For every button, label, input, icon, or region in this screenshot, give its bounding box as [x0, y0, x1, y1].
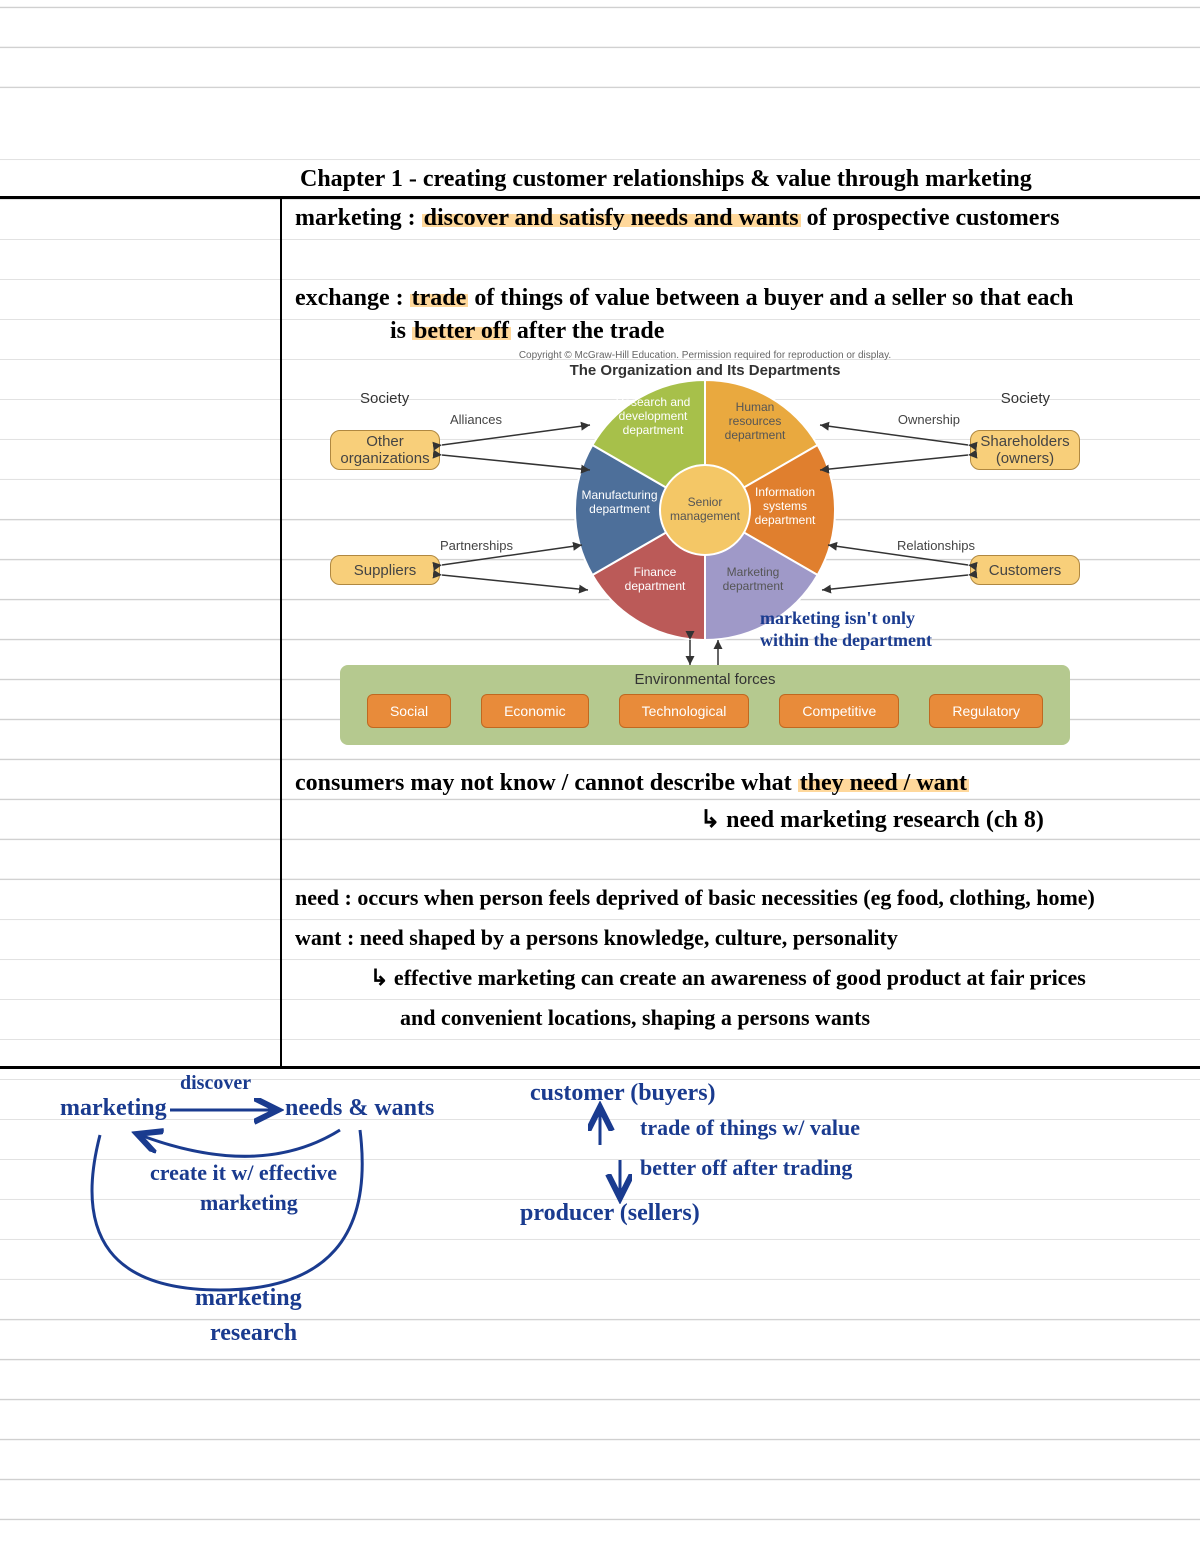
marketing-pre: marketing : [295, 205, 422, 231]
exchange2-pre: is [390, 318, 412, 344]
exchange-hl1: trade [410, 285, 469, 311]
env-title: Environmental forces [635, 671, 776, 688]
rel-ownership: Ownership [898, 412, 960, 427]
exchange-line2: is better off after the trade [390, 318, 664, 345]
env-regulatory: Regulatory [929, 694, 1043, 728]
box-suppliers: Suppliers [330, 555, 440, 585]
want-line: want : need shaped by a persons knowledg… [295, 925, 898, 951]
label-center: Senior management [665, 495, 745, 523]
chapter-title: Chapter 1 - creating customer relationsh… [300, 166, 1032, 193]
consumers-line: consumers may not know / cannot describe… [295, 770, 969, 797]
org-diagram: Copyright © McGraw-Hill Education. Permi… [320, 350, 1090, 750]
rel-partnerships: Partnerships [440, 538, 513, 553]
label-marketing: Marketing department [708, 565, 798, 593]
exchange2-post: after the trade [511, 318, 665, 344]
label-info: Information systems department [740, 485, 830, 527]
exchange2-hl: better off [412, 318, 511, 344]
label-hr: Human resources department [710, 400, 800, 442]
exchange-mid: of things of value between a buyer and a… [468, 285, 1073, 311]
need-line: need : occurs when person feels deprived… [295, 885, 1095, 911]
consumers-pre: consumers may not know / cannot describe… [295, 770, 798, 796]
label-research: Research and development department [608, 395, 698, 437]
env-competitive: Competitive [779, 694, 899, 728]
want-sub1: ↳ effective marketing can create an awar… [370, 965, 1086, 991]
env-forces-box: Environmental forces Social Economic Tec… [340, 665, 1070, 745]
diagram-copyright: Copyright © McGraw-Hill Education. Permi… [320, 350, 1090, 361]
annotation-1: marketing isn't only [760, 608, 915, 629]
marketing-post: of prospective customers [801, 205, 1060, 231]
annotation-2: within the department [760, 630, 932, 651]
rel-alliances: Alliances [450, 412, 502, 427]
rule-top [0, 196, 1200, 199]
marketing-hl: discover and satisfy needs and wants [422, 205, 801, 231]
exchange-pre: exchange : [295, 285, 410, 311]
label-finance: Finance department [610, 565, 700, 593]
env-tech: Technological [619, 694, 750, 728]
society-left: Society [360, 390, 409, 407]
sketch-right-arrows [560, 1090, 760, 1250]
rel-relationships: Relationships [897, 538, 975, 553]
env-economic: Economic [481, 694, 588, 728]
society-right: Society [1001, 390, 1050, 407]
env-row: Social Economic Technological Competitiv… [367, 694, 1043, 728]
margin-line [280, 196, 282, 1066]
box-other-orgs: Other organizations [330, 430, 440, 470]
rule-bottom [0, 1066, 1200, 1069]
exchange-line1: exchange : trade of things of value betw… [295, 285, 1073, 312]
want-sub2: and convenient locations, shaping a pers… [400, 1005, 1180, 1031]
box-customers: Customers [970, 555, 1080, 585]
marketing-line: marketing : discover and satisfy needs a… [295, 205, 1059, 232]
consumers-sub: ↳ need marketing research (ch 8) [700, 805, 1044, 834]
consumers-hl: they need / want [798, 770, 969, 796]
sketch-left-arrows [40, 1070, 540, 1390]
env-social: Social [367, 694, 451, 728]
label-manufacturing: Manufacturing department [572, 488, 667, 516]
box-shareholders: Shareholders (owners) [970, 430, 1080, 470]
